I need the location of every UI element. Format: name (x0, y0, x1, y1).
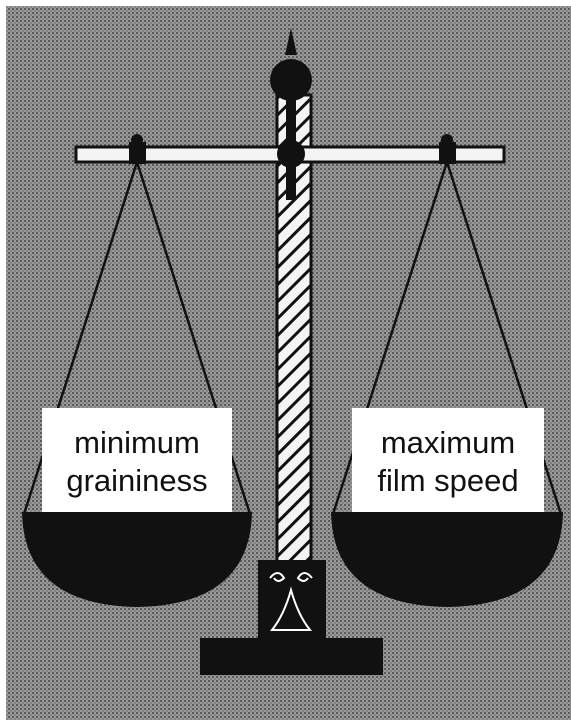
page: minimum graininess maximum film speed ((… (0, 0, 571, 720)
finial (270, 59, 312, 101)
left-hanger-knob (131, 134, 143, 146)
base-foot (200, 638, 383, 675)
right-label: maximum (381, 425, 515, 460)
left-label: minimum (74, 425, 200, 460)
right-hanger-knob (441, 134, 453, 146)
left-label: graininess (66, 463, 207, 498)
right-label: film speed (377, 463, 518, 498)
illustration: minimum graininess maximum film speed (0, 0, 571, 720)
pivot (277, 140, 305, 168)
